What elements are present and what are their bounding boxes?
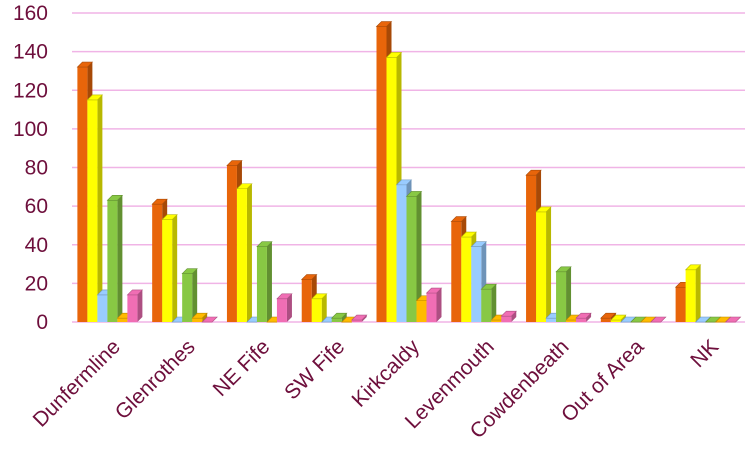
bar [684, 264, 702, 322]
bar [535, 206, 552, 322]
bar [86, 94, 104, 322]
y-axis-tick-labels: 0 20 40 60 80 100 120 140 160 [13, 2, 48, 334]
bar [425, 287, 443, 322]
y-tick-label: 0 [36, 311, 48, 334]
bar-group-cowdenbeath [525, 169, 592, 322]
bar [330, 312, 348, 322]
x-tick-label: Dunfermline [29, 335, 125, 431]
bar [575, 312, 592, 322]
bar [610, 314, 627, 322]
bar [191, 312, 208, 322]
bar-group-sw-fife [300, 274, 368, 323]
x-tick-label: NE Fife [209, 335, 275, 401]
y-tick-label: 160 [13, 2, 48, 25]
bar-group-nk [674, 264, 742, 323]
y-tick-label: 40 [25, 234, 48, 257]
y-tick-label: 80 [25, 157, 48, 180]
bar [201, 316, 218, 323]
bar [650, 316, 667, 323]
y-tick-label: 60 [25, 195, 48, 218]
y-tick-label: 120 [13, 79, 48, 102]
y-tick-label: 140 [13, 41, 48, 64]
x-tick-label: Kirkcaldy [348, 335, 425, 412]
bar-group-ne-fife [226, 160, 293, 323]
bar [500, 310, 518, 322]
bar-group-kirkcaldy [375, 21, 443, 323]
bar [724, 316, 742, 323]
bar [310, 293, 328, 322]
x-tick-label: Glenrothes [111, 335, 200, 424]
bar [276, 293, 293, 322]
bar [350, 314, 368, 322]
bar-group-glenrothes [151, 198, 218, 323]
bars [76, 21, 742, 323]
bar [405, 191, 423, 322]
bar [480, 283, 498, 322]
bar-group-levenmouth [450, 216, 518, 322]
x-tick-label: NK [686, 335, 723, 372]
bar [161, 214, 178, 322]
y-tick-label: 100 [13, 118, 48, 141]
bar [555, 266, 572, 322]
bar-group-out-of-area [600, 312, 667, 323]
bar [256, 241, 273, 322]
bar [106, 195, 124, 322]
bar [181, 268, 198, 322]
bar [126, 289, 144, 322]
bar [236, 183, 253, 322]
x-tick-label: SW Fife [280, 335, 349, 404]
y-tick-label: 20 [25, 272, 48, 295]
bar-group-dunfermline [76, 61, 144, 322]
